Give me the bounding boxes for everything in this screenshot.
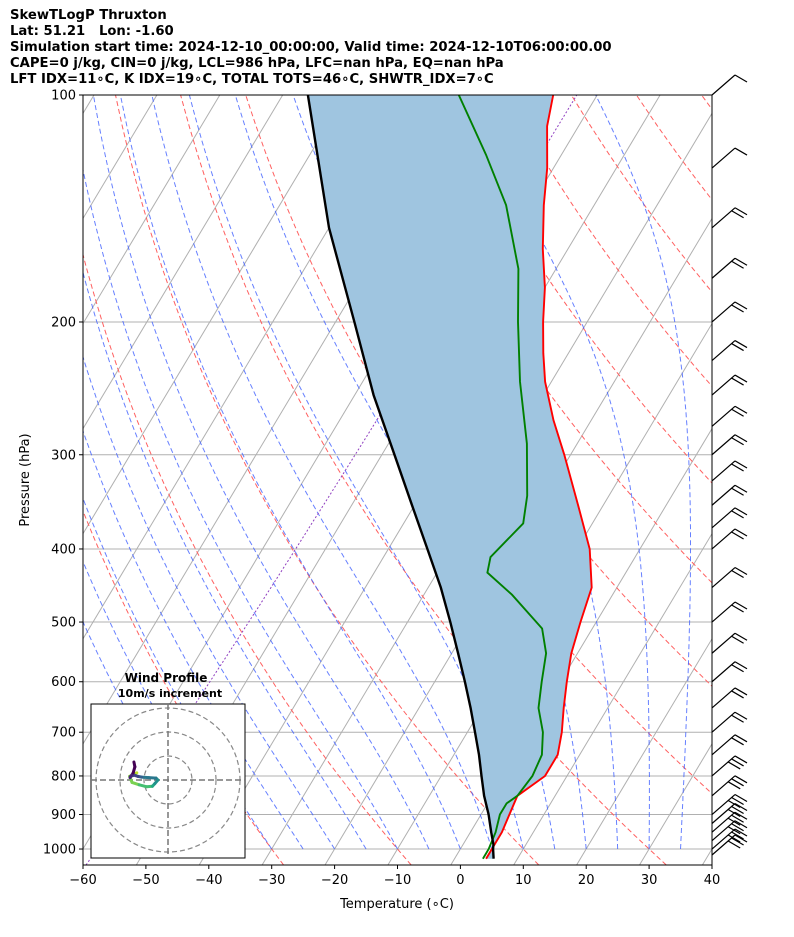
wind-barb <box>711 207 748 229</box>
x-axis-label: Temperature (∘C) <box>339 897 454 912</box>
x-tick-label: 40 <box>704 873 721 888</box>
isotherm <box>83 95 347 535</box>
hodograph-title: Wind Profile <box>125 671 208 685</box>
y-axis-label: Pressure (hPa) <box>18 433 33 526</box>
wind-barb <box>711 257 748 279</box>
hodograph <box>90 703 246 859</box>
wind-barb <box>711 528 748 550</box>
temperature-line <box>485 95 593 860</box>
wind-barb <box>711 484 748 506</box>
dry-adiabat <box>701 95 712 111</box>
y-tick-label: 500 <box>51 616 76 631</box>
x-tick-label: −30 <box>258 873 285 888</box>
wind-barb <box>711 74 748 96</box>
y-tick-label: 900 <box>51 808 76 823</box>
wind-barb <box>711 661 748 683</box>
dry-adiabat <box>83 252 412 865</box>
moist-adiabat <box>83 620 210 850</box>
wind-barb <box>711 147 748 169</box>
moist-adiabat <box>151 95 493 850</box>
isotherm <box>83 95 221 325</box>
wind-barb <box>711 775 748 797</box>
wind-barb <box>711 711 748 733</box>
x-tick-label: 10 <box>515 873 532 888</box>
isotherm <box>83 95 284 430</box>
wind-barb <box>711 794 748 815</box>
isotherm <box>513 532 712 865</box>
isotherm <box>83 95 95 115</box>
wind-barb <box>711 632 748 654</box>
dry-adiabat <box>440 95 712 484</box>
cape-cin-shading <box>307 95 592 859</box>
x-tick-label: −50 <box>132 873 159 888</box>
y-tick-label: 1000 <box>43 843 76 858</box>
indices-line-2: LFT IDX=11∘C, K IDX=19∘C, TOTAL TOTS=46∘… <box>10 72 494 87</box>
indices-line-1: CAPE=0 j/kg, CIN=0 j/kg, LCL=986 hPa, LF… <box>10 56 504 71</box>
isotherm <box>639 742 712 865</box>
wind-barb <box>711 828 748 850</box>
wind-barb <box>711 734 748 756</box>
wind-barb <box>711 405 748 427</box>
hodograph-plot <box>91 704 245 858</box>
chart-header: SkewTLogP Thruxton Lat: 51.21 Lon: -1.60… <box>10 8 612 88</box>
x-tick-label: −20 <box>321 873 348 888</box>
parcel-line <box>306 95 495 859</box>
wind-barb <box>711 601 748 623</box>
wind-barb <box>711 460 748 482</box>
x-tick-label: 20 <box>578 873 595 888</box>
wind-barb <box>711 755 748 777</box>
y-tick-label: 800 <box>51 769 76 784</box>
wind-barb <box>711 374 748 396</box>
wind-barb <box>711 567 748 588</box>
moist-adiabat <box>711 842 712 849</box>
wind-barb <box>711 834 748 856</box>
x-tick-label: 0 <box>456 873 464 888</box>
y-tick-label: 700 <box>51 726 76 741</box>
isotherm <box>701 847 712 865</box>
dewpoint-line <box>457 95 548 860</box>
wind-barb <box>711 301 748 323</box>
y-tick-label: 600 <box>51 675 76 690</box>
dry-adiabat <box>570 95 712 293</box>
wind-barb <box>711 434 748 456</box>
y-tick-label: 200 <box>51 315 76 330</box>
hodograph-segment <box>132 760 137 769</box>
wind-barb <box>711 507 748 529</box>
moist-adiabat <box>188 95 524 850</box>
isotherm <box>576 637 712 865</box>
axes: −60 −50 −40 −30 −20 −10 0 10 20 30 40 100 200 300 400 5… <box>43 89 720 889</box>
chart-title: SkewTLogP Thruxton <box>10 8 167 23</box>
wind-barb <box>711 340 748 362</box>
moist-adiabat <box>83 497 273 850</box>
x-tick-label: 30 <box>641 873 658 888</box>
wind-barb <box>711 687 748 709</box>
x-tick-label: −10 <box>384 873 411 888</box>
dry-adiabat <box>375 95 712 584</box>
y-tick-label: 400 <box>51 542 76 557</box>
y-tick-label: 100 <box>51 89 76 104</box>
dry-adiabat <box>635 95 712 201</box>
hodograph-subtitle: 10m/s increment <box>118 687 222 700</box>
x-tick-label: −40 <box>195 873 222 888</box>
y-tick-label: 300 <box>51 448 76 463</box>
moist-adiabat <box>83 355 336 850</box>
moist-adiabat <box>119 95 461 850</box>
x-tick-label: −60 <box>69 873 96 888</box>
time-line: Simulation start time: 2024-12-10_00:00:… <box>10 40 612 55</box>
moist-adiabat <box>465 95 650 849</box>
moist-adiabat <box>92 95 430 850</box>
location-line: Lat: 51.21 Lon: -1.60 <box>10 24 174 39</box>
moist-adiabat <box>595 95 691 850</box>
profile-lines <box>306 95 593 860</box>
wind-barbs <box>711 74 748 856</box>
moist-adiabat <box>83 560 241 850</box>
